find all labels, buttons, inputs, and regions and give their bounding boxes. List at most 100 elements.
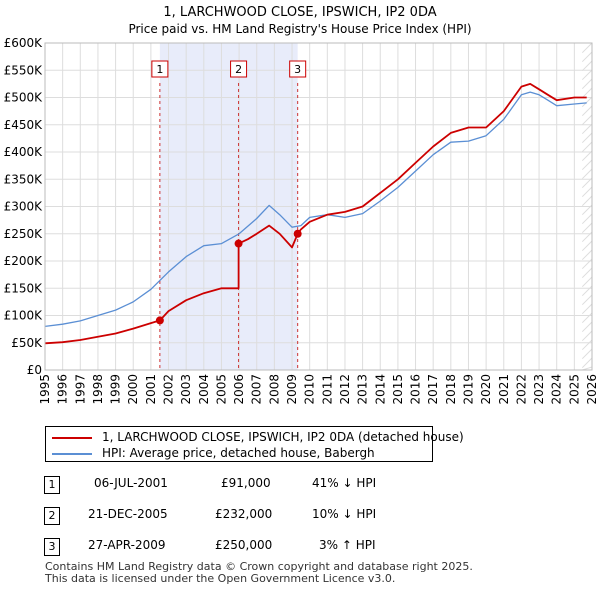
chart-legend: 1, LARCHWOOD CLOSE, IPSWICH, IP2 0DA (de… xyxy=(45,426,464,462)
y-tick-label: £400K xyxy=(4,145,44,159)
forecast-hatch xyxy=(581,195,593,207)
forecast-hatch xyxy=(581,159,593,171)
x-tick-label: 2006 xyxy=(232,374,246,405)
y-tick-label: £600K xyxy=(4,36,44,50)
x-tick-label: 2014 xyxy=(373,374,387,405)
x-tick-label: 2023 xyxy=(532,374,546,405)
transaction-marker-label: 3 xyxy=(294,63,301,76)
transaction-date: 21-DEC-2005 xyxy=(88,507,168,521)
x-tick-label: 2004 xyxy=(197,374,211,405)
x-tick-label: 2025 xyxy=(567,374,581,405)
y-tick-label: £50K xyxy=(11,336,43,350)
x-tick-label: 1997 xyxy=(73,374,87,405)
chart-title: 1, LARCHWOOD CLOSE, IPSWICH, IP2 0DA xyxy=(163,5,436,20)
footer-copyright: Contains HM Land Registry data © Crown c… xyxy=(45,560,473,573)
forecast-hatch xyxy=(581,267,593,279)
y-tick-label: £350K xyxy=(4,172,44,186)
x-tick-label: 2024 xyxy=(550,374,564,405)
chart-subtitle: Price paid vs. HM Land Registry's House … xyxy=(128,22,471,36)
forecast-hatch xyxy=(581,240,593,252)
legend-item-property: 1, LARCHWOOD CLOSE, IPSWICH, IP2 0DA (de… xyxy=(52,429,464,445)
transaction-marker-badge xyxy=(230,60,248,78)
legend-item-hpi: HPI: Average price, detached house, Babe… xyxy=(52,445,375,461)
y-tick-label: £150K xyxy=(4,281,44,295)
x-tick-label: 1996 xyxy=(56,374,70,405)
legend-swatch-property xyxy=(52,436,92,439)
forecast-hatch xyxy=(581,276,593,288)
x-tick-label: 2009 xyxy=(285,374,299,405)
forecast-hatch xyxy=(581,96,593,108)
forecast-hatch xyxy=(581,321,593,333)
forecast-hatch xyxy=(581,339,593,351)
forecast-hatch xyxy=(581,168,593,180)
x-tick-label: 2008 xyxy=(267,374,281,405)
forecast-hatch xyxy=(581,294,593,306)
x-tick-label: 2022 xyxy=(514,374,528,405)
forecast-hatch xyxy=(581,69,593,81)
transaction-price: £91,000 xyxy=(221,476,271,490)
forecast-hatch xyxy=(581,114,593,126)
transaction-date: 06-JUL-2001 xyxy=(94,476,168,490)
x-tick-label: 2026 xyxy=(585,374,599,405)
forecast-hatch xyxy=(581,213,593,225)
forecast-hatch xyxy=(581,51,593,63)
forecast-hatch xyxy=(581,186,593,198)
x-tick-label: 2021 xyxy=(497,374,511,405)
forecast-hatch xyxy=(581,222,593,234)
forecast-hatch xyxy=(581,105,593,117)
y-tick-label: £500K xyxy=(4,91,44,105)
x-tick-label: 2018 xyxy=(444,374,458,405)
forecast-hatch xyxy=(581,123,593,135)
forecast-hatch xyxy=(581,249,593,261)
forecast-hatch xyxy=(581,132,593,144)
legend-label-property: 1, LARCHWOOD CLOSE, IPSWICH, IP2 0DA (de… xyxy=(102,430,464,444)
x-tick-label: 2020 xyxy=(479,374,493,405)
forecast-hatch xyxy=(581,285,593,297)
transaction-price: £232,000 xyxy=(215,507,273,521)
x-tick-label: 2016 xyxy=(409,374,423,405)
forecast-hatch xyxy=(581,87,593,99)
transaction-number-badge: 2 xyxy=(44,507,60,525)
x-tick-label: 1999 xyxy=(109,374,123,405)
price-chart: 1, LARCHWOOD CLOSE, IPSWICH, IP2 0DA Pri… xyxy=(4,5,599,405)
transaction-hpi-diff: 10% ↓ HPI xyxy=(312,507,377,521)
x-tick-label: 2000 xyxy=(126,374,140,405)
transaction-point xyxy=(234,239,243,248)
x-tick-label: 1998 xyxy=(91,374,105,405)
x-tick-label: 2013 xyxy=(356,374,370,405)
forecast-hatch xyxy=(581,348,593,360)
legend-swatch-hpi xyxy=(52,452,92,455)
x-tick-label: 1995 xyxy=(38,374,52,405)
forecast-hatch xyxy=(581,60,593,72)
x-tick-label: 2011 xyxy=(320,374,334,405)
hpi-series-line xyxy=(44,91,587,328)
transaction-marker-label: 2 xyxy=(235,63,242,76)
y-tick-label: £200K xyxy=(4,254,44,268)
y-tick-label: £550K xyxy=(4,63,44,77)
x-tick-label: 2002 xyxy=(162,374,176,405)
transaction-price: £250,000 xyxy=(215,538,273,552)
transaction-date: 27-APR-2009 xyxy=(88,538,166,552)
transaction-hpi-diff: 3% ↑ HPI xyxy=(319,538,376,552)
transaction-hpi-diff: 41% ↓ HPI xyxy=(312,476,377,490)
x-tick-label: 2019 xyxy=(461,374,475,405)
x-tick-label: 2015 xyxy=(391,374,405,405)
x-tick-label: 2010 xyxy=(303,374,317,405)
forecast-hatch xyxy=(581,42,593,54)
footer-attribution: Contains HM Land Registry data © Crown c… xyxy=(45,561,473,585)
plot-border xyxy=(44,42,593,371)
transaction-marker-badge xyxy=(151,60,169,78)
x-tick-label: 2003 xyxy=(179,374,193,405)
forecast-hatch xyxy=(581,303,593,315)
x-tick-label: 2017 xyxy=(426,374,440,405)
transaction-marker-badge xyxy=(289,60,307,78)
transaction-point xyxy=(293,229,302,238)
forecast-hatch xyxy=(581,78,593,90)
y-tick-label: £250K xyxy=(4,227,44,241)
x-tick-label: 2001 xyxy=(144,374,158,405)
forecast-hatch xyxy=(581,312,593,324)
forecast-hatch xyxy=(581,141,593,153)
y-tick-label: £300K xyxy=(4,200,44,214)
transaction-number-badge: 3 xyxy=(44,538,60,556)
y-tick-label: £0 xyxy=(27,363,42,377)
